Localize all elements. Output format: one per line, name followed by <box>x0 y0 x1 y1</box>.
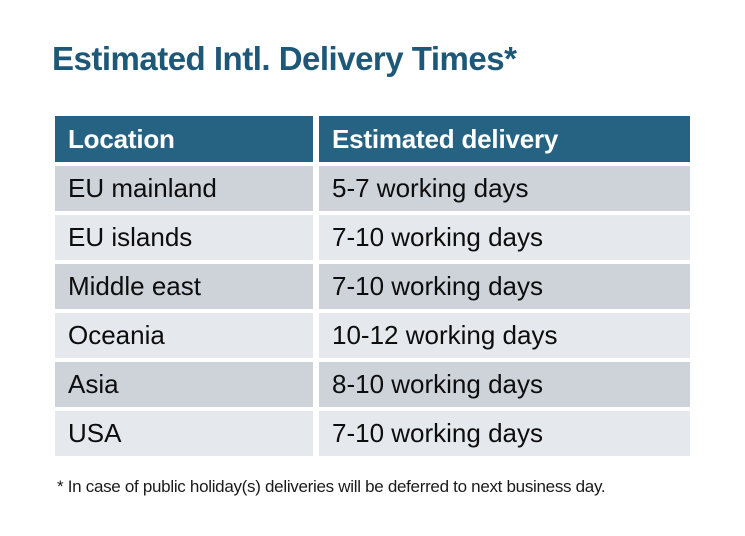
delivery-cell: 8-10 working days <box>319 362 690 407</box>
column-header-estimated-delivery: Estimated delivery <box>319 116 690 162</box>
delivery-cell: 5-7 working days <box>319 166 690 211</box>
location-cell: Oceania <box>55 313 313 358</box>
column-header-location: Location <box>55 116 313 162</box>
footnote: * In case of public holiday(s) deliverie… <box>57 477 606 496</box>
delivery-times-table: Location Estimated delivery EU mainland … <box>55 116 690 456</box>
delivery-cell: 7-10 working days <box>319 411 690 456</box>
location-cell: Asia <box>55 362 313 407</box>
delivery-cell: 7-10 working days <box>319 215 690 260</box>
location-cell: Middle east <box>55 264 313 309</box>
location-cell: USA <box>55 411 313 456</box>
location-cell: EU mainland <box>55 166 313 211</box>
page-title: Estimated Intl. Delivery Times* <box>52 40 517 77</box>
location-cell: EU islands <box>55 215 313 260</box>
delivery-cell: 10-12 working days <box>319 313 690 358</box>
delivery-cell: 7-10 working days <box>319 264 690 309</box>
